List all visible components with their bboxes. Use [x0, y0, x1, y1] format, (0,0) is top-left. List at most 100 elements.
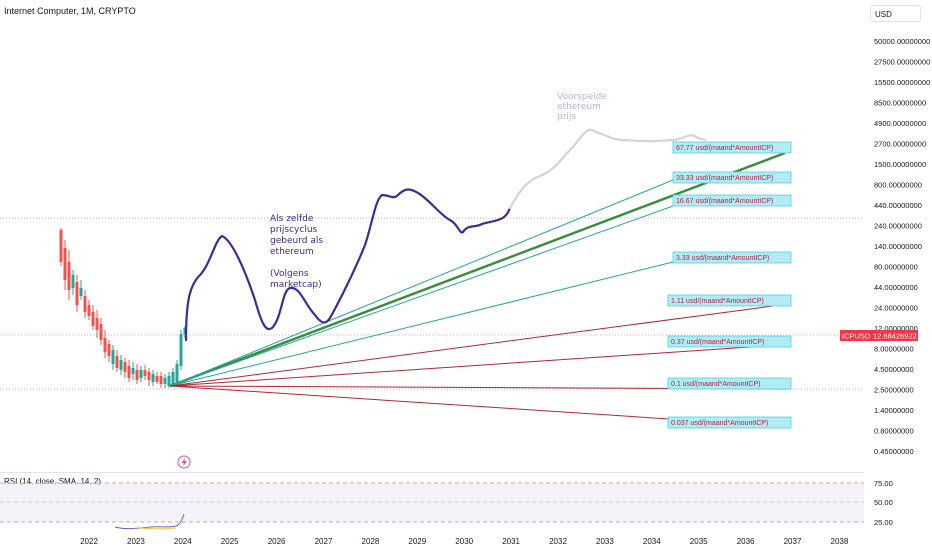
candle: [135, 364, 139, 384]
y-tick-label: 1500.00000000: [874, 160, 926, 169]
x-tick-label: 2038: [831, 537, 849, 546]
x-tick-label: 2028: [362, 537, 380, 546]
fan-label-box: [667, 416, 792, 429]
candle: [107, 340, 111, 362]
forecast-line: ethereum: [557, 102, 601, 112]
x-tick-label: 2037: [784, 537, 802, 546]
forecast-ethereum-path: [508, 128, 707, 210]
candle: [99, 318, 103, 345]
y-tick-label: 1.40000000: [874, 406, 914, 415]
fan-label: 16.67 usd/(maand*AmountICP): [676, 198, 773, 205]
fan-label: 33.33 usd/(maand*AmountICP): [676, 175, 773, 182]
x-tick-label: 2027: [315, 537, 333, 546]
y-tick-label: 800.00000000: [874, 181, 922, 190]
x-tick-label: 2035: [690, 537, 708, 546]
y-tick-label: 4.50000000: [874, 365, 914, 374]
x-tick-label: 2032: [549, 537, 567, 546]
y-tick-label: 140.00000000: [874, 242, 922, 251]
fan-label: 1.11 usd/(maand*AmountICP): [671, 298, 764, 305]
y-tick-label: 12.00000000: [874, 324, 918, 333]
rsi-tick-label: 25.00: [874, 518, 893, 527]
y-tick-label: 240.00000000: [874, 222, 922, 231]
candle: [91, 305, 95, 330]
fan-label-box: [667, 294, 792, 307]
candle: [171, 368, 175, 386]
price-tag-value: 12.68426922: [873, 332, 917, 341]
y-tick-label: 15500.00000000: [874, 78, 930, 87]
y-tick-label: 2.50000000: [874, 386, 914, 395]
y-tick-label: 2700.00000000: [874, 140, 926, 149]
rsi-label: RSI (14, close, SMA, 14, 2): [4, 477, 101, 486]
forecast-line: prijs: [557, 112, 576, 122]
fan-label: 0.1 usd/(maand*AmountICP): [671, 381, 761, 388]
candle: [127, 360, 131, 382]
y-tick-label: 0.45000000: [874, 447, 914, 456]
candle: [95, 310, 99, 338]
x-tick-label: 2036: [737, 537, 755, 546]
x-tick-label: 2026: [268, 537, 286, 546]
pane-divider: [0, 472, 864, 473]
fan-line: 0.1 usd/(maand*AmountICP): [169, 377, 792, 390]
y-tick-label: 24.00000000: [874, 304, 918, 313]
rsi-axis: 75.00 50.00 25.00: [874, 479, 893, 527]
candle: [175, 360, 179, 384]
y-tick-label: 8.00000000: [874, 345, 914, 354]
note-line: gebeurd als: [270, 236, 323, 246]
x-tick-label: 2030: [455, 537, 473, 546]
y-tick-label: 8500.00000000: [874, 99, 926, 108]
x-tick-label: 2031: [502, 537, 520, 546]
candle: [147, 368, 151, 386]
y-tick-label: 50000.00000000: [874, 37, 930, 46]
price-tag-symbol: ICPUSD: [842, 332, 871, 341]
candle: [119, 355, 123, 375]
price-axis[interactable]: 50000.00000000 27500.00000000 15500.000000…: [874, 37, 930, 456]
y-tick-label: 80.00000000: [874, 263, 918, 272]
fan-line: 3.33 usd/(maand*AmountICP): [169, 251, 792, 387]
candle: [159, 372, 163, 388]
x-tick-label: 2022: [80, 537, 98, 546]
candle: [123, 358, 127, 378]
fan-label: 3.33 usd/(maand*AmountICP): [676, 255, 769, 262]
candle: [179, 330, 183, 370]
lightning-icon[interactable]: [177, 455, 191, 469]
y-tick-label: 27500.00000000: [874, 58, 930, 67]
candle: [59, 228, 63, 266]
x-tick-label: 2033: [596, 537, 614, 546]
chart-title: Internet Computer, 1M, CRYPTO: [4, 6, 136, 16]
candle: [167, 372, 171, 388]
fan-line: 33.33 usd/(maand*AmountICP): [169, 171, 792, 387]
candle: [71, 270, 75, 295]
projected-cycle-drawing: [184, 188, 512, 342]
currency-selector[interactable]: USD: [870, 5, 921, 22]
fan-label-box: [667, 335, 792, 348]
fan-line: 67.77 usd/(maand*AmountICP): [169, 141, 792, 388]
candle: [139, 366, 143, 382]
fan-label: 0.37 usd/(maand*AmountICP): [671, 339, 764, 346]
note-line: prijscyclus: [270, 225, 318, 235]
fan-label-box: [672, 171, 792, 184]
y-tick-label: 4900.00000000: [874, 119, 926, 128]
candle: [67, 250, 71, 300]
time-axis[interactable]: 2022 2023 2024 2025 2026 2027 2028 2029 2030 2031…: [80, 537, 849, 546]
forecast-line: Voorspelde: [557, 92, 607, 102]
candle: [155, 372, 159, 384]
note-line: ethereum: [270, 247, 314, 257]
note-line: (Volgens: [270, 269, 309, 279]
fan-label-box: [672, 194, 792, 207]
x-tick-label: 2024: [174, 537, 192, 546]
x-tick-label: 2025: [221, 537, 239, 546]
fan-label-box: [667, 377, 792, 390]
fan-line: 1.11 usd/(maand*AmountICP): [169, 294, 792, 387]
candle: [115, 350, 119, 372]
candle: [111, 345, 115, 370]
candle: [163, 374, 167, 388]
candle: [79, 280, 83, 300]
rsi-tick-label: 75.00: [874, 479, 893, 488]
note-line: Als zelfde: [270, 214, 314, 224]
fan-line: 16.67 usd/(maand*AmountICP): [169, 194, 792, 387]
candle: [103, 330, 107, 358]
candle: [87, 300, 91, 320]
y-tick-label: 440.00000000: [874, 201, 922, 210]
